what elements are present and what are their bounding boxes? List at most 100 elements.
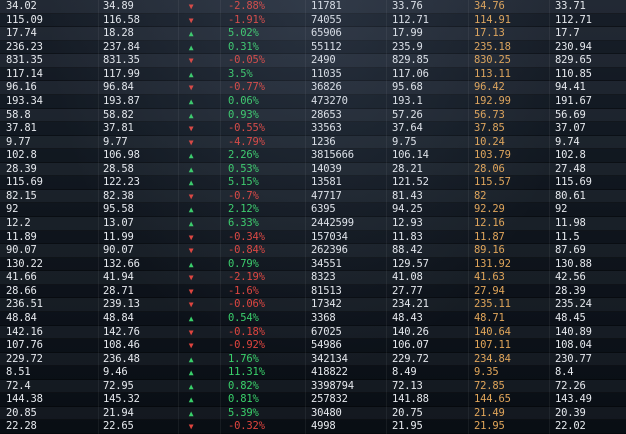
open-price: 48.84 [6,311,37,324]
close-price: 122.23 [103,176,140,189]
previous-price: 41.63 [474,271,505,284]
percent-change: -0.77% [228,81,265,94]
close-price: 106.98 [103,149,140,162]
open-price: 28.39 [6,162,37,175]
last-price: 102.8 [555,149,586,162]
low-price: 41.08 [392,271,423,284]
low-price: 235.9 [392,40,423,53]
previous-price: 82 [474,189,487,202]
open-price: 17.74 [6,27,37,40]
ticker-row: 34.02 34.89 ▼ -2.88% 11781 33.76 34.76 33.71 [0,0,626,14]
percent-change: 5.39% [228,406,259,419]
open-price: 236.51 [6,298,43,311]
previous-price: 830.25 [474,54,511,67]
close-price: 90.07 [103,244,134,257]
ticker-row: 12.2 13.07 ▲ 6.33% 2442599 12.93 12.16 11.98 [0,217,626,231]
previous-price: 10.24 [474,135,505,148]
last-price: 8.4 [555,366,574,379]
volume: 11035 [311,67,342,80]
triangle-up-icon: ▲ [188,110,194,120]
ticker-row: 142.16 142.76 ▼ -0.18% 67025 140.26 140.64 140.… [0,326,626,340]
triangle-down-icon: ▼ [188,191,194,201]
volume: 36826 [311,81,342,94]
low-price: 11.83 [392,230,423,243]
close-price: 28.58 [103,162,134,175]
last-price: 191.67 [555,94,592,107]
last-price: 33.71 [555,0,586,12]
previous-price: 114.91 [474,13,511,26]
volume: 4998 [311,420,336,433]
close-price: 116.58 [103,13,140,26]
previous-price: 234.84 [474,352,511,365]
triangle-up-icon: ▲ [188,259,194,269]
ticker-row: 58.8 58.82 ▲ 0.93% 28653 57.26 56.73 56.69 [0,109,626,123]
last-price: 110.85 [555,67,592,80]
open-price: 229.72 [6,352,43,365]
volume: 47717 [311,189,342,202]
percent-change: -0.84% [228,244,265,257]
percent-change: 0.93% [228,108,259,121]
ticker-row: 20.85 21.94 ▲ 5.39% 30480 20.75 21.49 20.39 [0,407,626,421]
previous-price: 107.11 [474,339,511,352]
triangle-up-icon: ▲ [188,408,194,418]
close-price: 132.66 [103,257,140,270]
percent-change: -2.19% [228,271,265,284]
triangle-up-icon: ▲ [188,205,194,215]
percent-change: 3.5% [228,67,253,80]
volume: 67025 [311,325,342,338]
volume: 65906 [311,27,342,40]
last-price: 22.02 [555,420,586,433]
volume: 54986 [311,339,342,352]
ticker-row: 144.38 145.32 ▲ 0.81% 257832 141.88 144.65 143.… [0,393,626,407]
ticker-row: 229.72 236.48 ▲ 1.76% 342134 229.72 234.84 230.… [0,353,626,367]
percent-change: 5.02% [228,27,259,40]
percent-change: 0.82% [228,379,259,392]
volume: 8323 [311,271,336,284]
open-price: 117.14 [6,67,43,80]
column-divider [549,0,550,434]
close-price: 58.82 [103,108,134,121]
previous-price: 113.11 [474,67,511,80]
ticker-row: 17.74 18.28 ▲ 5.02% 65906 17.99 17.13 17.7 [0,27,626,41]
volume: 418822 [311,366,348,379]
open-price: 37.81 [6,122,37,135]
ticker-row: 82.15 82.38 ▼ -0.7% 47717 81.43 82 80.61 [0,190,626,204]
low-price: 57.26 [392,108,423,121]
close-price: 41.94 [103,271,134,284]
close-price: 193.87 [103,94,140,107]
last-price: 115.69 [555,176,592,189]
previous-price: 103.79 [474,149,511,162]
last-price: 87.69 [555,244,586,257]
triangle-down-icon: ▼ [188,246,194,256]
last-price: 9.74 [555,135,580,148]
low-price: 140.26 [392,325,429,338]
last-price: 92 [555,203,568,216]
last-price: 235.24 [555,298,592,311]
close-price: 48.84 [103,311,134,324]
low-price: 17.99 [392,27,423,40]
volume: 342134 [311,352,348,365]
open-price: 142.16 [6,325,43,338]
last-price: 11.5 [555,230,580,243]
ticker-row: 236.51 239.13 ▼ -0.06% 17342 234.21 235.11 235.… [0,298,626,312]
triangle-down-icon: ▼ [188,422,194,432]
open-price: 34.02 [6,0,37,12]
volume: 74055 [311,13,342,26]
column-divider [468,0,469,434]
last-price: 829.65 [555,54,592,67]
percent-change: -0.32% [228,420,265,433]
low-price: 27.77 [392,284,423,297]
low-price: 141.88 [392,393,429,406]
last-price: 112.71 [555,13,592,26]
ticker-row: 115.09 116.58 ▼ -1.91% 74055 112.71 114.91 112.… [0,13,626,28]
previous-price: 92.29 [474,203,505,216]
last-price: 230.77 [555,352,592,365]
previous-price: 11.87 [474,230,505,243]
open-price: 831.35 [6,54,43,67]
percent-change: 0.53% [228,162,259,175]
triangle-up-icon: ▲ [188,313,194,323]
percent-change: 0.81% [228,393,259,406]
volume: 30480 [311,406,342,419]
ticker-row: 107.76 108.46 ▼ -0.92% 54986 106.07 107.11 108.… [0,339,626,353]
open-price: 28.66 [6,284,37,297]
